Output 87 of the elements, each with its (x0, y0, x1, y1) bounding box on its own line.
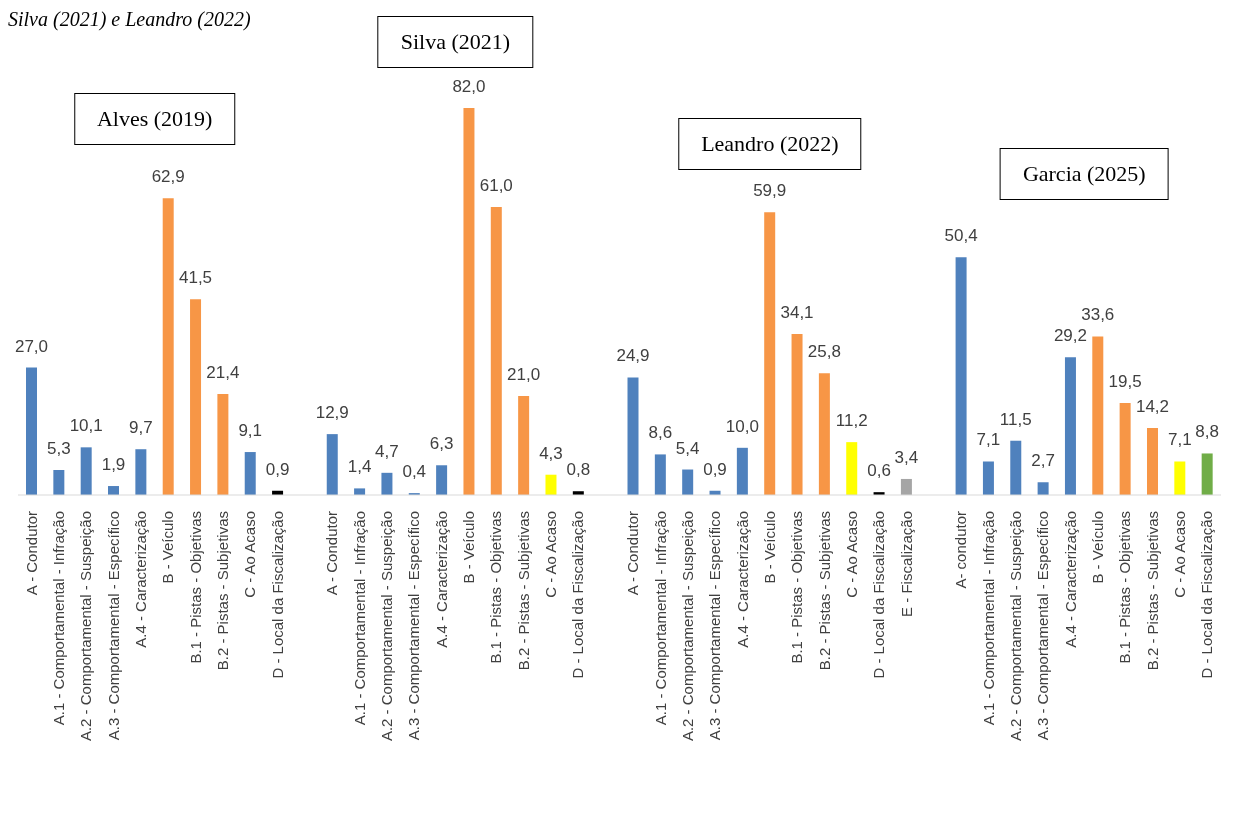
data-label: 0,6 (867, 461, 891, 481)
x-tick-label: B.2 - Pistas - Subjetivas (815, 511, 833, 671)
x-tick-label: A- condutor (952, 511, 970, 589)
x-tick-label: B - Veículo (460, 511, 478, 584)
data-label: 8,6 (648, 423, 673, 443)
data-label: 82,0 (452, 77, 486, 96)
data-label: 9,1 (238, 421, 263, 441)
data-label: 10,0 (725, 416, 759, 436)
x-tick-label: A.1 - Comportamental - Infração (50, 511, 68, 726)
data-label: 0,8 (566, 460, 591, 480)
data-label: 27,0 (14, 336, 49, 356)
x-tick-label: B.1 - Pistas - Objetivas (487, 511, 505, 664)
data-label: 0,9 (703, 459, 727, 479)
data-label: 25,8 (807, 342, 841, 362)
data-label: 14,2 (1135, 396, 1170, 416)
x-tick-label: A.1 - Comportamental - Infração (350, 511, 368, 726)
data-label: 1,9 (101, 455, 126, 475)
data-label: 21,4 (206, 363, 240, 382)
x-tick-label: C - Ao Acaso (842, 511, 860, 598)
data-label: 10,1 (69, 416, 103, 436)
data-label: 2,7 (1031, 451, 1055, 471)
x-tick-label: A.3 - Comportamental - Específico (1034, 511, 1052, 741)
x-tick-label: A.3 - Comportamental - Específico (104, 511, 122, 741)
x-tick-label: D - Local da Fiscalização (1198, 511, 1216, 679)
data-label: 1,4 (347, 457, 372, 477)
data-label: 7,1 (976, 430, 1001, 450)
x-tick-label: A.4 - Caracterização (432, 511, 450, 648)
data-label: 29,2 (1053, 326, 1087, 346)
data-label: 59,9 (753, 181, 787, 201)
data-label: 11,5 (999, 409, 1032, 429)
data-label: 50,4 (944, 226, 978, 246)
data-label: 11,2 (835, 411, 868, 431)
annotation: Alves (2019) (73, 93, 236, 145)
x-tick-label: A.3 - Comportamental - Específico (405, 511, 423, 741)
x-tick-label: C - Ao Acaso (542, 511, 560, 598)
data-label: 9,7 (129, 418, 153, 438)
x-tick-label: B - Veículo (1088, 511, 1106, 584)
x-tick-label: C - Ao Acaso (241, 511, 259, 598)
text: Silva (2021) (377, 16, 534, 68)
x-tick-label: D - Local da Fiscalização (870, 511, 888, 679)
data-label: 7,1 (1168, 430, 1192, 450)
data-label: 34,1 (780, 303, 814, 323)
data-label: 4,3 (539, 443, 563, 463)
x-tick-label: B.1 - Pistas - Objetivas (788, 511, 806, 664)
x-tick-label: A.4 - Caracterização (1061, 511, 1079, 648)
data-label: 61,0 (479, 176, 513, 196)
annotation: Leandro (2022) (678, 118, 862, 170)
x-tick-label: B.1 - Pistas - Objetivas (186, 511, 204, 664)
x-tick-label: A.1 - Comportamental - Infração (651, 511, 669, 726)
x-tick-label: B.2 - Pistas - Subjetivas (514, 511, 532, 671)
x-tick-label: B - Veículo (159, 511, 177, 584)
x-tick-label: A.2 - Comportamental - Suspeição (1006, 511, 1024, 742)
data-label: 3,4 (894, 447, 919, 467)
x-tick-label: D - Local da Fiscalização (268, 511, 286, 679)
chart-title: Silva (2021) e Leandro (2022) (8, 8, 251, 31)
data-label: 4,7 (375, 441, 399, 461)
x-tick-label: B.1 - Pistas - Objetivas (1116, 511, 1134, 664)
x-tick-label: A.4 - Caracterização (733, 511, 751, 648)
x-tick-label: A - Condutor (624, 511, 642, 596)
x-tick-label: A.3 - Comportamental - Específico (706, 511, 724, 741)
x-tick-label: B.2 - Pistas - Subjetivas (1143, 511, 1161, 671)
x-tick-label: D - Local da Fiscalização (569, 511, 587, 679)
annotation: Garcia (2025) (999, 148, 1169, 200)
data-label: 41,5 (179, 268, 213, 288)
data-label: 12,9 (315, 403, 349, 423)
x-tick-label: A.4 - Caracterização (132, 511, 150, 648)
data-label: 8,8 (1195, 422, 1219, 442)
x-tick-label: A - Condutor (323, 511, 341, 596)
x-tick-label: E - Fiscalização (897, 511, 915, 617)
x-tick-label: A.2 - Comportamental - Suspeição (77, 511, 95, 742)
x-tick-label: B.2 - Pistas - Subjetivas (214, 511, 232, 671)
x-tick-label: A.1 - Comportamental - Infração (979, 511, 997, 726)
data-label: 5,3 (47, 438, 71, 458)
data-label: 0,4 (402, 462, 427, 482)
x-tick-label: A.2 - Comportamental - Suspeição (678, 511, 696, 742)
data-label: 24,9 (616, 346, 650, 366)
data-label: 62,9 (151, 167, 185, 187)
data-label: 21,0 (507, 364, 541, 384)
x-tick-label: A - Condutor (22, 511, 40, 596)
x-tick-label: B - Veículo (760, 511, 778, 584)
data-label: 0,9 (265, 459, 290, 479)
data-label: 33,6 (1081, 305, 1115, 325)
x-tick-label: A.2 - Comportamental - Suspeição (378, 511, 396, 742)
data-label: 5,4 (675, 438, 700, 458)
data-label: 19,5 (1108, 371, 1142, 391)
x-tick-label: C - Ao Acaso (1170, 511, 1188, 598)
data-label: 6,3 (429, 434, 454, 454)
